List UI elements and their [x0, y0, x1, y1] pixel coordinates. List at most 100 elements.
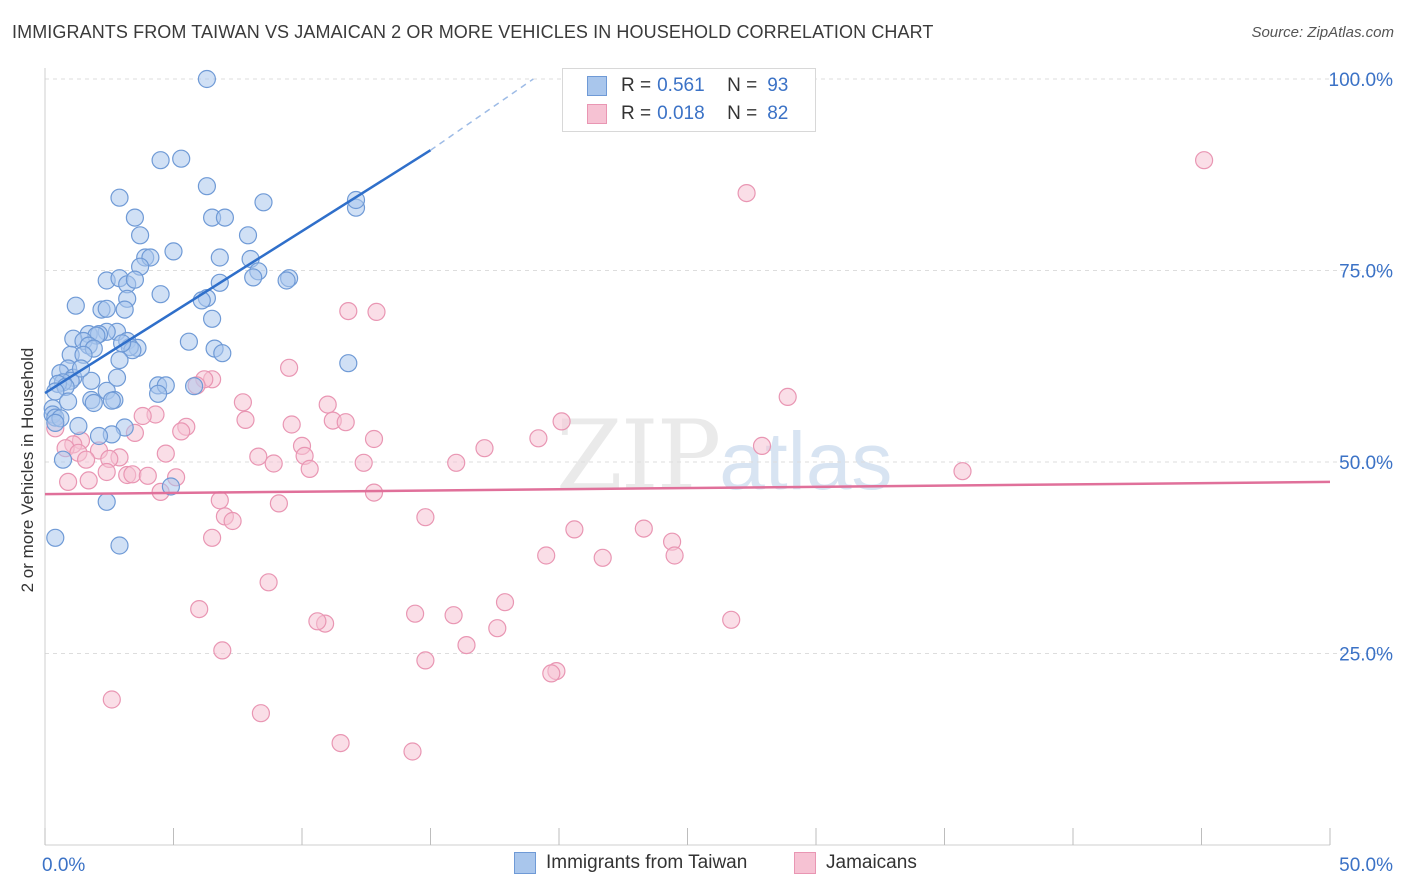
- jamaican-point: [259, 573, 278, 592]
- taiwan-point: [185, 377, 204, 396]
- legend-item-jamaicans[interactable]: Jamaicans: [794, 852, 917, 874]
- legend-row-jamaicans: R = 0.018 N = 82: [587, 103, 788, 125]
- jamaican-point: [752, 436, 772, 455]
- jamaican-point: [447, 453, 466, 472]
- jamaican-point: [123, 465, 142, 484]
- taiwan-point: [110, 536, 129, 555]
- taiwan-point: [82, 371, 101, 390]
- legend-swatch-taiwan: [587, 76, 607, 96]
- taiwan-point: [254, 193, 273, 212]
- axes: [44, 68, 1331, 846]
- source-label: Source: ZipAtlas.com: [1251, 24, 1394, 41]
- taiwan-point: [110, 188, 129, 207]
- tick-labels: 25.0% 50.0% 75.0% 100.0% 0.0% 50.0%: [42, 70, 1393, 876]
- jamaican-point: [354, 453, 373, 472]
- taiwan-point: [58, 392, 78, 411]
- taiwan-point: [66, 296, 85, 315]
- gridlines: [45, 78, 1392, 654]
- jamaican-point: [364, 483, 384, 502]
- legend-n-value: 93: [767, 75, 789, 96]
- chart-title: IMMIGRANTS FROM TAIWAN VS JAMAICAN 2 OR …: [12, 22, 934, 42]
- taiwan-point: [172, 149, 191, 168]
- jamaican-point: [339, 302, 358, 321]
- legend-r-label: R =: [621, 75, 652, 96]
- taiwan-point: [131, 226, 150, 245]
- taiwan-point: [210, 248, 229, 267]
- legend-n-label: N =: [727, 75, 758, 96]
- jamaican-point: [722, 610, 741, 629]
- jamaican-point: [634, 519, 653, 538]
- watermark-zip: ZIP: [556, 400, 721, 512]
- taiwan-point: [215, 208, 234, 227]
- taiwan-point: [149, 384, 168, 403]
- jamaican-point: [367, 302, 386, 321]
- taiwan-point: [244, 268, 263, 287]
- y-axis-label: 2 or more Vehicles in Household: [18, 347, 37, 593]
- taiwan-point: [161, 477, 180, 496]
- jamaican-point: [249, 447, 268, 466]
- taiwan-point: [97, 492, 116, 511]
- taiwan-point: [102, 391, 121, 410]
- jamaican-point: [537, 546, 556, 565]
- jamaican-point: [156, 444, 175, 463]
- taiwan-trend-line: [44, 149, 432, 395]
- correlation-legend: R = 0.561 N = 93 R = 0.018 N = 82: [562, 68, 816, 132]
- jamaican-point: [488, 619, 507, 638]
- x-tick-label: 50.0%: [1339, 855, 1393, 876]
- jamaican-point: [364, 429, 384, 449]
- jamaican-point: [953, 462, 972, 481]
- taiwan-point: [277, 271, 296, 290]
- jamaican-point: [308, 612, 327, 631]
- series-legend: Immigrants from Taiwan Jamaicans: [0, 852, 1406, 878]
- taiwan-point: [115, 300, 134, 319]
- jamaican-point: [138, 466, 157, 485]
- legend-swatch-taiwan: [514, 852, 536, 874]
- legend-item-taiwan[interactable]: Immigrants from Taiwan: [514, 852, 747, 874]
- jamaican-point: [133, 406, 152, 426]
- jamaican-point: [542, 664, 561, 683]
- taiwan-points: [43, 69, 366, 555]
- y-tick-label: 75.0%: [1339, 262, 1393, 283]
- taiwan-point: [89, 426, 109, 446]
- jamaican-point: [210, 491, 229, 510]
- jamaican-point: [280, 358, 299, 377]
- legend-label-jamaicans: Jamaicans: [826, 852, 917, 873]
- jamaican-point: [213, 641, 232, 660]
- legend-r-value: 0.561: [657, 75, 705, 96]
- taiwan-point: [151, 285, 170, 304]
- taiwan-point: [238, 226, 258, 245]
- legend-swatch-jamaicans: [794, 852, 816, 874]
- jamaicans-points: [46, 151, 1214, 761]
- taiwan-point: [53, 450, 73, 469]
- jamaican-point: [97, 462, 116, 482]
- jamaican-point: [102, 690, 121, 709]
- legend-r-label: R =: [621, 103, 652, 124]
- taiwan-point: [125, 208, 144, 227]
- jamaican-point: [236, 410, 255, 429]
- taiwan-point: [107, 368, 127, 387]
- y-tick-label: 25.0%: [1339, 645, 1393, 666]
- y-tick-label: 100.0%: [1329, 70, 1394, 91]
- taiwan-point: [125, 270, 144, 289]
- taiwan-trend-extension: [430, 78, 534, 151]
- taiwan-point: [164, 242, 183, 261]
- jamaican-trend-line: [44, 480, 1331, 496]
- jamaican-point: [403, 742, 422, 761]
- taiwan-point: [339, 354, 358, 373]
- jamaican-point: [58, 472, 78, 491]
- taiwan-point: [46, 528, 65, 547]
- jamaican-point: [203, 528, 222, 547]
- taiwan-point: [46, 413, 65, 432]
- jamaican-point: [233, 393, 252, 412]
- jamaican-point: [495, 593, 515, 612]
- jamaican-point: [269, 494, 288, 513]
- legend-swatch-jamaicans: [587, 104, 607, 124]
- jamaican-point: [264, 454, 283, 473]
- jamaican-point: [223, 511, 242, 531]
- jamaican-point: [172, 422, 191, 441]
- jamaican-point: [416, 508, 435, 527]
- taiwan-point: [203, 309, 222, 328]
- jamaican-point: [190, 599, 209, 619]
- jamaican-point: [444, 606, 463, 625]
- jamaican-point: [416, 651, 435, 670]
